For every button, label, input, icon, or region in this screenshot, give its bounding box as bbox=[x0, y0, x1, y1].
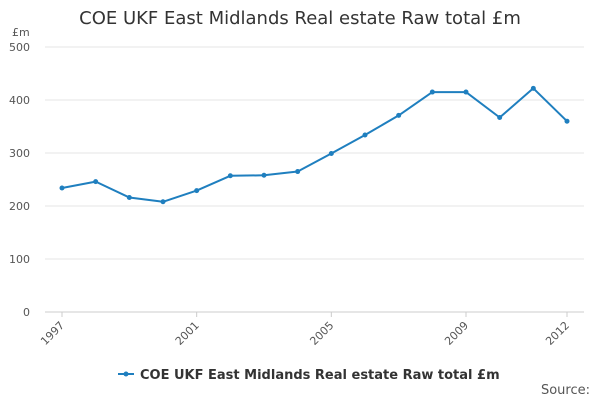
data-point-2000[interactable] bbox=[160, 199, 166, 205]
x-tick-label-2001: 2001 bbox=[173, 319, 202, 348]
x-tick-label-2005: 2005 bbox=[307, 319, 336, 348]
y-tick-label-500: 500 bbox=[9, 41, 30, 54]
data-point-2009[interactable] bbox=[463, 89, 469, 95]
data-point-2001[interactable] bbox=[194, 188, 200, 194]
data-point-2003[interactable] bbox=[261, 172, 267, 178]
data-point-2005[interactable] bbox=[328, 151, 334, 157]
data-point-2008[interactable] bbox=[429, 89, 435, 95]
data-point-1997[interactable] bbox=[59, 185, 65, 191]
source-label: Source: bbox=[541, 383, 590, 398]
y-tick-labels: 0 100 200 300 400 500 bbox=[9, 41, 30, 319]
x-tick-label-2012: 2012 bbox=[543, 319, 572, 348]
y-axis-unit-label: £m bbox=[12, 26, 30, 39]
legend[interactable]: COE UKF East Midlands Real estate Raw to… bbox=[118, 368, 500, 383]
data-point-2006[interactable] bbox=[362, 132, 368, 138]
data-point-2012[interactable] bbox=[564, 118, 570, 124]
data-point-2004[interactable] bbox=[295, 169, 301, 175]
x-tick-label-2009: 2009 bbox=[442, 319, 471, 348]
data-point-2007[interactable] bbox=[396, 112, 402, 118]
data-point-2011[interactable] bbox=[530, 85, 536, 91]
data-point-2010[interactable] bbox=[497, 114, 503, 120]
legend-marker-swatch bbox=[123, 371, 129, 377]
y-tick-label-400: 400 bbox=[9, 94, 30, 107]
legend-label: COE UKF East Midlands Real estate Raw to… bbox=[140, 368, 500, 383]
data-point-2002[interactable] bbox=[227, 173, 233, 179]
series-line-0 bbox=[61, 87, 568, 203]
x-tick-labels: 1997 2001 2005 2009 2012 bbox=[38, 312, 572, 348]
y-tick-label-200: 200 bbox=[9, 200, 30, 213]
y-tick-label-100: 100 bbox=[9, 253, 30, 266]
data-point-1999[interactable] bbox=[126, 195, 132, 201]
data-point-1998[interactable] bbox=[93, 179, 99, 185]
series-layer bbox=[59, 85, 570, 205]
x-tick-label-1997: 1997 bbox=[38, 319, 67, 348]
y-tick-label-300: 300 bbox=[9, 147, 30, 160]
y-tick-label-0: 0 bbox=[23, 306, 30, 319]
chart-title: COE UKF East Midlands Real estate Raw to… bbox=[79, 8, 521, 29]
grid-lines bbox=[45, 46, 584, 260]
